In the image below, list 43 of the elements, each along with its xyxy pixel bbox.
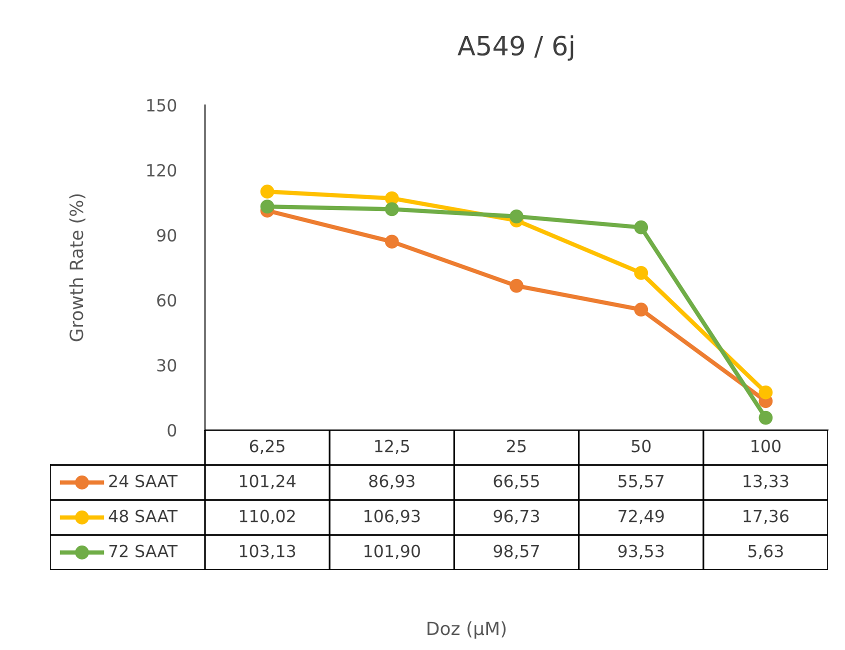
y-tick-label: 150 xyxy=(147,98,176,112)
legend-label: 24 SAAT xyxy=(109,474,178,488)
data-label: 101,24 xyxy=(240,474,296,490)
y-tick-label: 60 xyxy=(157,294,176,307)
data-label: 55,57 xyxy=(618,474,664,490)
x-tick-label: 50 xyxy=(632,440,651,452)
y-axis-title: Growth Rate (%) xyxy=(69,194,86,342)
legend-label: 72 SAAT xyxy=(109,544,178,558)
y-tick-label: 90 xyxy=(157,228,176,242)
x-tick-label: 12,5 xyxy=(375,440,409,454)
data-label: 106,93 xyxy=(364,510,420,524)
y-tick-label: 30 xyxy=(157,358,176,372)
point xyxy=(384,202,399,216)
point xyxy=(384,234,399,249)
data-label: 96,73 xyxy=(494,510,540,524)
point xyxy=(634,302,648,317)
data-label: 86,93 xyxy=(369,474,414,490)
data-label: 17,36 xyxy=(744,510,789,524)
y-tick-label: 120 xyxy=(147,164,176,177)
chart-title: A549 / 6j xyxy=(458,35,574,61)
point xyxy=(758,410,773,425)
data-label: 72,49 xyxy=(618,510,664,524)
point xyxy=(758,385,773,400)
point xyxy=(634,266,648,280)
x-tick-label: 6,25 xyxy=(250,440,284,454)
data-label: 13,33 xyxy=(744,474,788,490)
point xyxy=(260,200,274,214)
data-label: 101,90 xyxy=(364,544,420,560)
data-label: 5,63 xyxy=(748,544,783,560)
point xyxy=(634,220,648,234)
data-label: 98,57 xyxy=(494,544,539,560)
x-tick-label: 25 xyxy=(507,440,526,452)
x-tick-label: 100 xyxy=(752,440,780,452)
y-tick-label: 0 xyxy=(168,424,176,437)
data-label: 66,55 xyxy=(494,474,539,490)
point xyxy=(510,209,524,224)
point xyxy=(510,278,524,293)
data-label: 93,53 xyxy=(618,544,664,560)
data-label: 110,02 xyxy=(240,510,295,524)
point xyxy=(260,184,274,199)
data-label: 103,13 xyxy=(240,544,296,560)
text: Doz (µM) xyxy=(428,621,506,639)
legend-label: 48 SAAT xyxy=(108,510,178,522)
